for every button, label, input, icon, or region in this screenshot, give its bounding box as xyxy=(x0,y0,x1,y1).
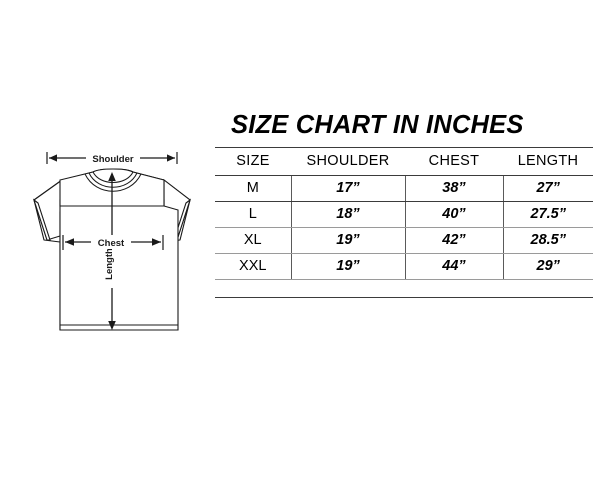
size-chart-table: SIZE SHOULDER CHEST LENGTH M 17” 38” 27”… xyxy=(215,147,593,280)
table-bottom-rule xyxy=(215,296,593,298)
cell-shoulder: 18” xyxy=(290,201,405,228)
cell-size: M xyxy=(215,175,291,202)
cell-chest: 42” xyxy=(404,227,503,254)
table-row: XXL 19” 44” 29” xyxy=(215,253,593,280)
table-row: L 18” 40” 27.5” xyxy=(215,201,593,228)
column-header-chest: CHEST xyxy=(405,147,503,176)
cell-chest: 38” xyxy=(404,175,503,202)
length-label-backing xyxy=(104,240,119,288)
cell-size: XXL xyxy=(215,253,291,280)
cell-length: 27” xyxy=(502,175,593,202)
cell-size: XL xyxy=(215,227,291,254)
chest-label-backing xyxy=(91,235,131,249)
table-row: XL 19” 42” 28.5” xyxy=(215,227,593,254)
cell-size: L xyxy=(215,201,291,228)
shoulder-label: Shoulder xyxy=(92,154,133,165)
column-header-length: LENGTH xyxy=(503,147,593,176)
length-label: Length xyxy=(104,248,115,280)
chart-title: SIZE CHART IN INCHES xyxy=(231,111,524,139)
column-header-shoulder: SHOULDER xyxy=(291,147,405,176)
shoulder-label-backing xyxy=(86,151,140,165)
cell-shoulder: 17” xyxy=(290,175,405,202)
collar xyxy=(84,171,142,192)
table-row: M 17” 38” 27” xyxy=(215,175,593,202)
t-shirt-measurement-diagram: Shoulder xyxy=(14,140,210,345)
cell-length: 28.5” xyxy=(502,227,593,254)
table-top-rule xyxy=(215,146,593,148)
cell-length: 29” xyxy=(502,253,593,280)
cell-shoulder: 19” xyxy=(290,227,405,254)
size-chart-panel: SIZE CHART IN INCHES SIZE SHOULDER CHEST… xyxy=(215,112,593,298)
left-sleeve xyxy=(32,178,63,241)
chest-label: Chest xyxy=(98,238,125,249)
column-header-size: SIZE xyxy=(215,147,291,176)
cell-shoulder: 19” xyxy=(290,253,405,280)
cell-length: 27.5” xyxy=(502,201,593,228)
table-header-row: SIZE SHOULDER CHEST LENGTH xyxy=(215,147,593,176)
cell-chest: 40” xyxy=(404,201,503,228)
cell-chest: 44” xyxy=(404,253,503,280)
